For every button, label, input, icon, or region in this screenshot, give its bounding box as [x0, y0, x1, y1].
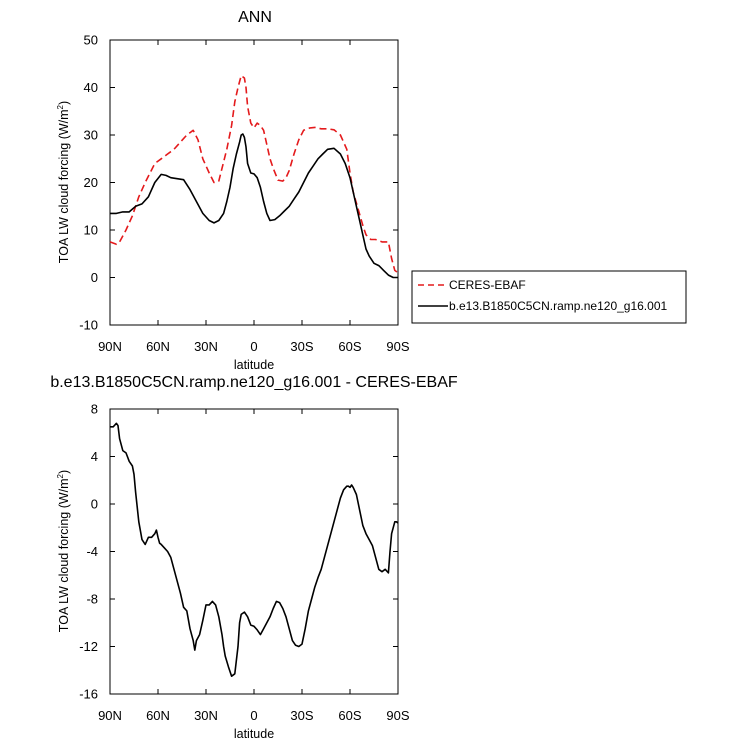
ticks-group: -10 0 10 20 30 40 50 90N 60N 30N 0 30S 60S 90S: [79, 33, 410, 355]
legend: CERES-EBAF b.e13.B1850C5CN.ramp.ne120_g1…: [411, 270, 687, 324]
x-tick-label: 0: [250, 339, 257, 354]
chart-title: ANN: [238, 9, 272, 26]
ticks-group: -16 -12 -8 -4 0 4 8 90N 60N 30N 0 30S 60S 90S: [79, 402, 410, 724]
y-tick-label: -8: [86, 592, 98, 607]
x-tick-label: 60N: [146, 708, 170, 723]
x-tick-label: 60N: [146, 339, 170, 354]
x-axis-label: latitude: [234, 358, 274, 372]
plot-frame: [109, 39, 399, 326]
y-tick-label: -10: [79, 318, 98, 333]
y-tick-label: 30: [84, 128, 98, 143]
legend-box: [411, 270, 687, 324]
x-tick-label: 90S: [386, 708, 409, 723]
series-group: [109, 74, 399, 279]
series-line-1: [110, 133, 398, 279]
x-tick-label: 90N: [98, 708, 122, 723]
y-tick-label: 10: [84, 223, 98, 238]
series-group: [110, 422, 399, 677]
y-tick-label: -12: [79, 639, 98, 654]
x-tick-label: 60S: [338, 708, 361, 723]
x-tick-label: 0: [250, 708, 257, 723]
y-tick-label: -4: [86, 544, 98, 559]
difference-chart-title: b.e13.B1850C5CN.ramp.ne120_g16.001 - CER…: [50, 374, 458, 391]
x-tick-label: 30S: [290, 708, 313, 723]
x-tick-label: 90S: [386, 339, 409, 354]
y-axis-label: TOA LW cloud forcing (W/m2): [56, 101, 71, 263]
x-tick-label: 60S: [338, 339, 361, 354]
x-tick-label: 90N: [98, 339, 122, 354]
y-tick-label: 0: [91, 497, 98, 512]
x-tick-label: 30N: [194, 339, 218, 354]
y-tick-label: -16: [79, 687, 98, 702]
y-tick-label: 0: [91, 270, 98, 285]
x-tick-label: 30N: [194, 708, 218, 723]
series-line-0: [109, 74, 399, 274]
y-tick-label: 4: [91, 449, 98, 464]
y-tick-label: 50: [84, 33, 98, 48]
series-line-0: [110, 422, 399, 677]
x-tick-label: 30S: [290, 339, 313, 354]
plot-frame: [109, 408, 399, 695]
legend-label-ceres: CERES-EBAF: [449, 278, 526, 292]
y-axis-label: TOA LW cloud forcing (W/m2): [56, 470, 71, 632]
y-tick-label: 8: [91, 402, 98, 417]
x-axis-label: latitude: [234, 727, 274, 741]
top-chart: ANN -10 0 10 20 30 40 50 90N 60N 30N 0 30S 60S 90S la…: [56, 9, 410, 372]
y-tick-label: 40: [84, 80, 98, 95]
legend-label-model: b.e13.B1850C5CN.ramp.ne120_g16.001: [449, 299, 667, 313]
bottom-chart: b.e13.B1850C5CN.ramp.ne120_g16.001 - CER…: [50, 374, 458, 741]
y-tick-label: 20: [84, 175, 98, 190]
